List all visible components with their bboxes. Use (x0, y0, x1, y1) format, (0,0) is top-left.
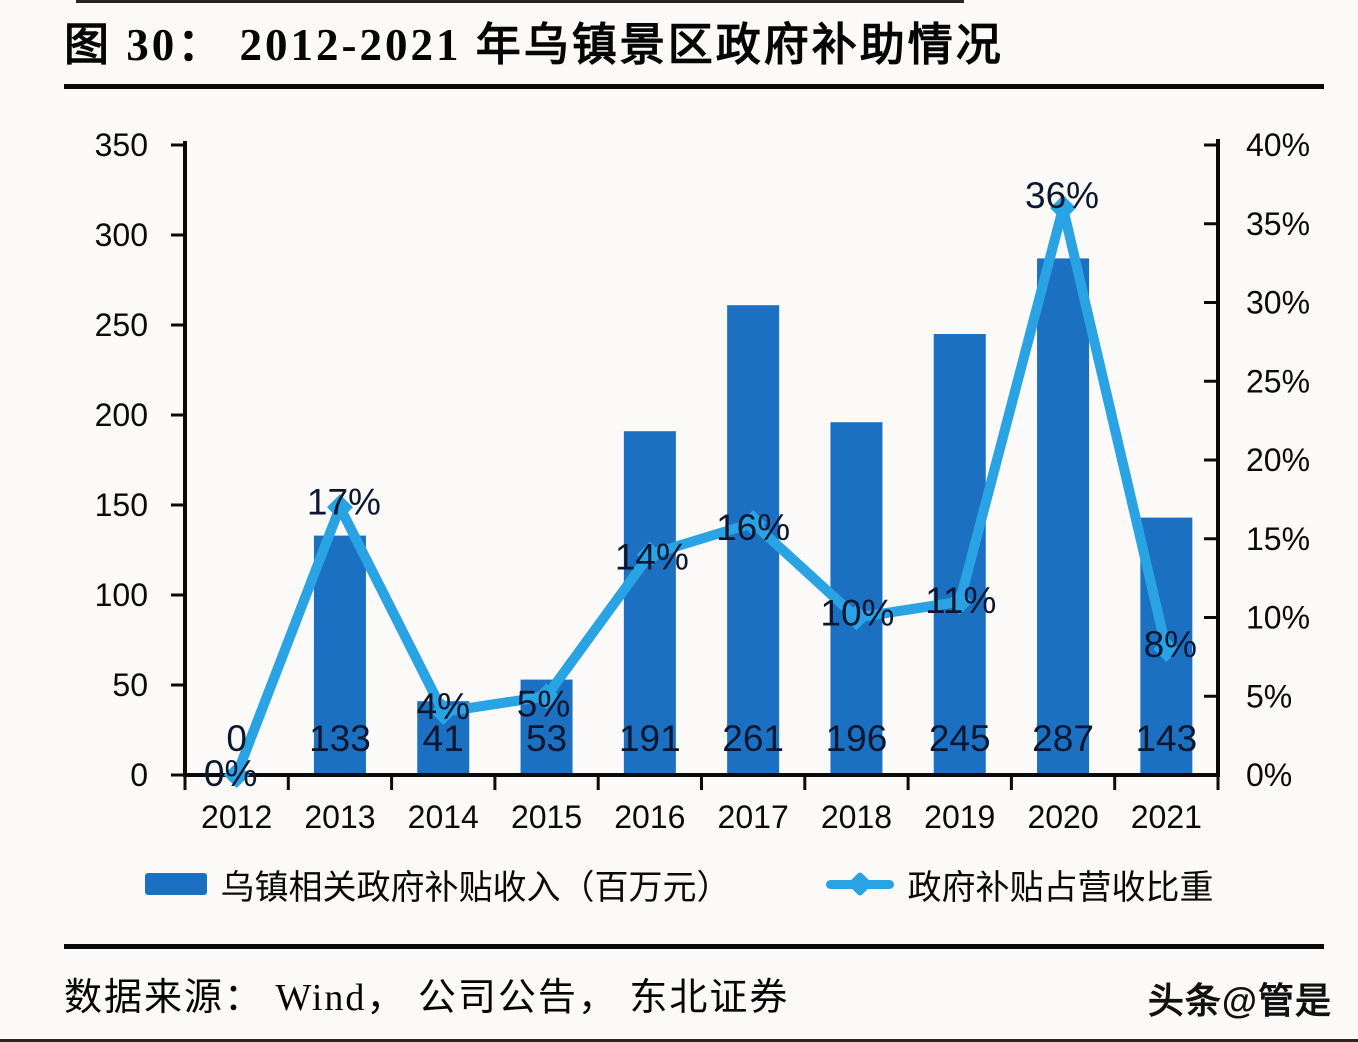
legend-item-line: 政府补贴占营收比重 (825, 860, 1214, 909)
footer-divider (64, 944, 1324, 949)
marker-2020 (1050, 195, 1077, 221)
left-axis-label-250: 250 (95, 307, 148, 343)
bar-label-2017: 261 (722, 718, 784, 759)
line-series-swatch (825, 871, 894, 897)
left-axis-label-150: 150 (95, 487, 148, 523)
left-axis-label-350: 350 (95, 127, 148, 163)
bar-label-2021: 143 (1135, 718, 1197, 759)
title-underline (64, 84, 1324, 89)
figure-title: 图 30： 2012-2021 年乌镇景区政府补助情况 (64, 20, 1004, 70)
x-axis-label-2018: 2018 (821, 799, 892, 835)
x-axis-label-2015: 2015 (511, 799, 582, 835)
marker-2013 (326, 494, 353, 521)
bar-2013 (313, 535, 366, 775)
right-axis-label-10%: 10% (1246, 600, 1310, 636)
left-axis-label-300: 300 (95, 217, 148, 253)
x-axis-label-2020: 2020 (1027, 799, 1098, 835)
pct-label-2018: 10% (820, 593, 894, 634)
x-axis-label-2019: 2019 (924, 799, 995, 835)
bar-2016 (623, 431, 676, 775)
pct-label-2015: 5% (517, 683, 570, 724)
pct-label-2014: 4% (417, 686, 470, 727)
data-source-text: 数据来源： Wind， 公司公告， 东北证券 (64, 977, 790, 1019)
right-axis-label-35%: 35% (1246, 206, 1310, 242)
bar-label-2019: 245 (929, 718, 991, 759)
line-series (231, 203, 1172, 780)
bar-label-2018: 196 (826, 718, 888, 759)
right-axis-label-15%: 15% (1246, 521, 1310, 557)
pct-label-2017: 16% (716, 507, 790, 548)
left-axis-label-100: 100 (95, 577, 148, 613)
pct-label-2020: 36% (1025, 175, 1099, 216)
x-axis-label-2021: 2021 (1131, 799, 1202, 835)
marker-2016 (636, 541, 663, 568)
bar-label-2012: 0 (226, 718, 247, 759)
pct-label-2013: 17% (307, 481, 381, 522)
bar-label-2013: 133 (309, 718, 371, 759)
x-axis-label-2012: 2012 (201, 799, 272, 835)
pct-label-2021: 8% (1144, 624, 1197, 665)
right-axis-label-30%: 30% (1246, 285, 1310, 321)
bar-label-2014: 41 (423, 718, 464, 759)
pct-label-2012: 0% (204, 753, 257, 794)
x-axis-label-2013: 2013 (304, 799, 375, 835)
bar-label-2016: 191 (619, 718, 681, 759)
marker-2019 (946, 588, 973, 615)
x-axis-label-2017: 2017 (718, 799, 789, 835)
bar-label-2020: 287 (1032, 718, 1094, 759)
right-axis-label-40%: 40% (1246, 127, 1310, 163)
marker-2015 (533, 683, 560, 710)
bar-label-2015: 53 (526, 718, 567, 759)
legend-label-line: 政府补贴占营收比重 (907, 869, 1214, 907)
diamond-marker-icon (846, 871, 873, 897)
left-axis-label-200: 200 (95, 397, 148, 433)
bar-series-swatch (144, 873, 207, 895)
marker-2012 (223, 762, 250, 788)
right-axis-label-25%: 25% (1246, 363, 1310, 399)
legend-item-bar: 乌镇相关政府补贴收入（百万元） (144, 860, 731, 909)
pct-label-2016: 14% (615, 537, 689, 578)
chart-legend: 乌镇相关政府补贴收入（百万元） 政府补贴占营收比重 (0, 858, 1358, 910)
bar-2020 (1037, 258, 1090, 775)
x-axis-label-2016: 2016 (614, 799, 685, 835)
right-axis-label-5%: 5% (1246, 678, 1292, 714)
pct-label-2019: 11% (925, 580, 996, 621)
x-axis-label-2014: 2014 (408, 799, 479, 835)
watermark-text: 头条@管是 (1147, 980, 1332, 1021)
marker-2017 (740, 510, 767, 536)
marker-2021 (1153, 636, 1180, 662)
right-axis-label-0%: 0% (1246, 757, 1292, 793)
bar-2019 (933, 334, 986, 775)
marker-2018 (843, 604, 870, 631)
right-axis-label-20%: 20% (1246, 442, 1310, 478)
marker-2014 (430, 699, 457, 725)
bottom-edge-artifact (0, 1039, 1358, 1042)
top-edge-artifact (76, 0, 964, 3)
left-axis-label-50: 50 (112, 667, 148, 703)
legend-label-bar: 乌镇相关政府补贴收入（百万元） (220, 869, 731, 907)
left-axis-label-0: 0 (130, 757, 148, 793)
